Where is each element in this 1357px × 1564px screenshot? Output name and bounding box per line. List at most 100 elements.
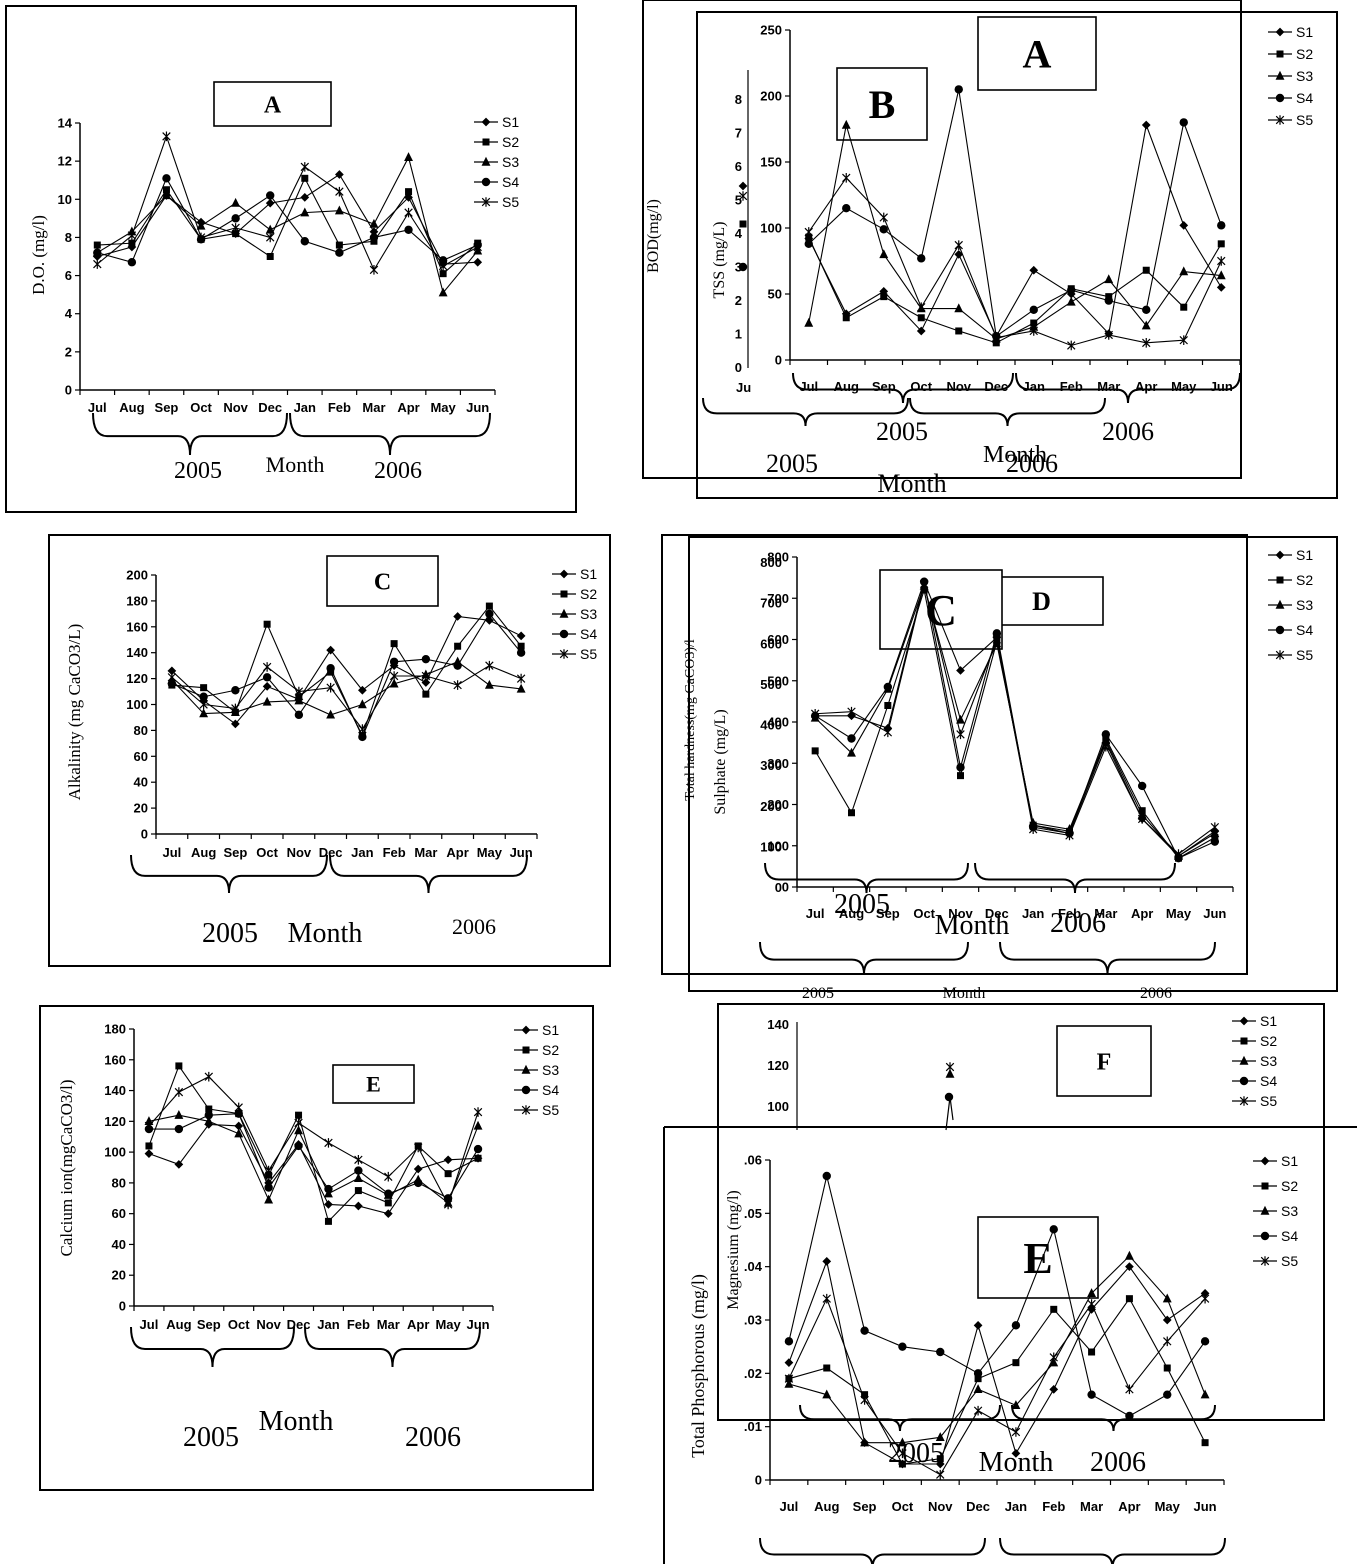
data-point — [954, 85, 963, 94]
legend-marker — [559, 569, 569, 579]
data-point — [954, 303, 964, 313]
data-point — [1174, 849, 1183, 859]
data-point — [992, 634, 1002, 645]
x-tick-label: Jan — [294, 400, 316, 415]
legend-marker — [1275, 115, 1285, 125]
data-point — [473, 257, 483, 267]
data-point — [1049, 1384, 1059, 1394]
year-brace — [1015, 372, 1241, 404]
data-point — [1217, 240, 1225, 248]
y-axis-title: Alkalinity (mg CaCO3/L) — [65, 624, 84, 801]
data-point — [1217, 221, 1226, 230]
tss-y-tick-label: 8 — [735, 92, 742, 107]
legend-marker — [481, 117, 491, 127]
data-point — [384, 1189, 393, 1198]
legend-label: S5 — [1260, 1093, 1277, 1109]
x-tick-label: May — [1155, 1499, 1181, 1514]
data-point — [335, 186, 344, 197]
data-point — [1028, 824, 1038, 835]
legend-marker — [521, 1105, 531, 1115]
data-point — [485, 602, 493, 610]
data-point — [784, 1378, 794, 1388]
x-tick-label: Oct — [228, 1317, 250, 1332]
series-S5 — [167, 660, 526, 734]
y-tick-label: 12 — [58, 154, 72, 169]
legend-label: S4 — [580, 626, 597, 642]
year-label: 2005 — [183, 1422, 239, 1453]
data-point — [1210, 837, 1220, 846]
y-tick-label: 250 — [760, 23, 782, 38]
panel-alkalinity: C S1 S2 S3 S4 S5 2005 Month 2006 — [48, 534, 611, 967]
year-label: 2005 — [766, 449, 818, 478]
y-tick-label: 140 — [104, 1083, 126, 1098]
data-point — [879, 225, 888, 234]
series-S4 — [784, 1171, 1210, 1421]
year-label: 2005 — [202, 918, 258, 949]
data-point — [973, 1369, 983, 1378]
y-tick-label: 4 — [65, 306, 73, 321]
data-point — [324, 1138, 333, 1148]
x-tick-label: Oct — [913, 906, 935, 921]
year-label: 2006 — [374, 458, 422, 484]
panel-letter-box — [1056, 1025, 1152, 1097]
legend-label: S1 — [502, 114, 519, 130]
x-tick-label: Feb — [328, 400, 351, 415]
data-point — [973, 1320, 983, 1330]
data-point — [443, 1155, 453, 1165]
x-tick-label: Mar — [1097, 379, 1120, 394]
x-tick-label: Feb — [1042, 1499, 1065, 1514]
data-point — [1104, 274, 1114, 284]
data-point — [369, 265, 379, 275]
series-S3 — [784, 1250, 1210, 1447]
data-point — [262, 662, 272, 672]
series-S5 — [804, 173, 1226, 351]
x-tick-label: Oct — [910, 379, 932, 394]
panel-calcium: E S1 S2 S3 S4 S5 2005 Month 2006 — [39, 1005, 594, 1491]
tss-y-tick-label: 2 — [735, 293, 742, 308]
data-point — [823, 1364, 831, 1372]
data-point — [326, 709, 336, 719]
x-tick-label: Jul — [88, 400, 107, 415]
legend-marker — [560, 590, 568, 598]
year-label: 2006 — [1090, 1447, 1146, 1478]
data-point — [954, 240, 963, 250]
data-point — [354, 1155, 363, 1165]
data-point — [144, 1149, 154, 1159]
year-label: 2006 — [405, 1422, 461, 1453]
data-point — [335, 241, 343, 249]
tss-y-axis-title: TSS (mg/L) — [711, 222, 728, 299]
y-tick-label: 500 — [767, 673, 789, 688]
series-S4 — [167, 609, 526, 742]
x-tick-label: Jun — [1194, 1499, 1217, 1514]
y-tick-label: 700 — [767, 591, 789, 606]
panel-frame-sulphate — [688, 536, 1338, 992]
legend-label: S1 — [1296, 547, 1313, 563]
data-point — [473, 1144, 483, 1154]
y-tick-label: 800 — [767, 550, 789, 565]
data-point — [1011, 1400, 1021, 1410]
series-line — [96, 134, 478, 272]
data-point — [1180, 303, 1188, 311]
data-point — [474, 1154, 482, 1162]
x-tick-label: Mar — [414, 845, 437, 860]
data-point — [919, 579, 929, 589]
y-tick-label: 0 — [119, 1299, 126, 1314]
series-line — [148, 1114, 479, 1204]
data-point — [1163, 1336, 1172, 1347]
data-point — [294, 1141, 303, 1151]
legend-label: S2 — [1260, 1033, 1277, 1049]
legend-marker — [1275, 625, 1285, 635]
year-brace — [759, 941, 969, 975]
y-tick-label: 14 — [58, 116, 73, 131]
data-point — [1210, 822, 1220, 832]
y-tick-label: 2 — [65, 344, 72, 359]
year-label: 2005 — [834, 889, 890, 920]
data-point — [335, 248, 344, 257]
tss-y-tick-label: 6 — [735, 159, 742, 174]
data-point — [1142, 338, 1151, 348]
x-tick-label: Nov — [946, 379, 971, 394]
legend-marker — [1260, 1231, 1270, 1241]
data-point — [204, 1110, 213, 1120]
data-point — [973, 1405, 983, 1416]
data-point — [1142, 305, 1151, 315]
